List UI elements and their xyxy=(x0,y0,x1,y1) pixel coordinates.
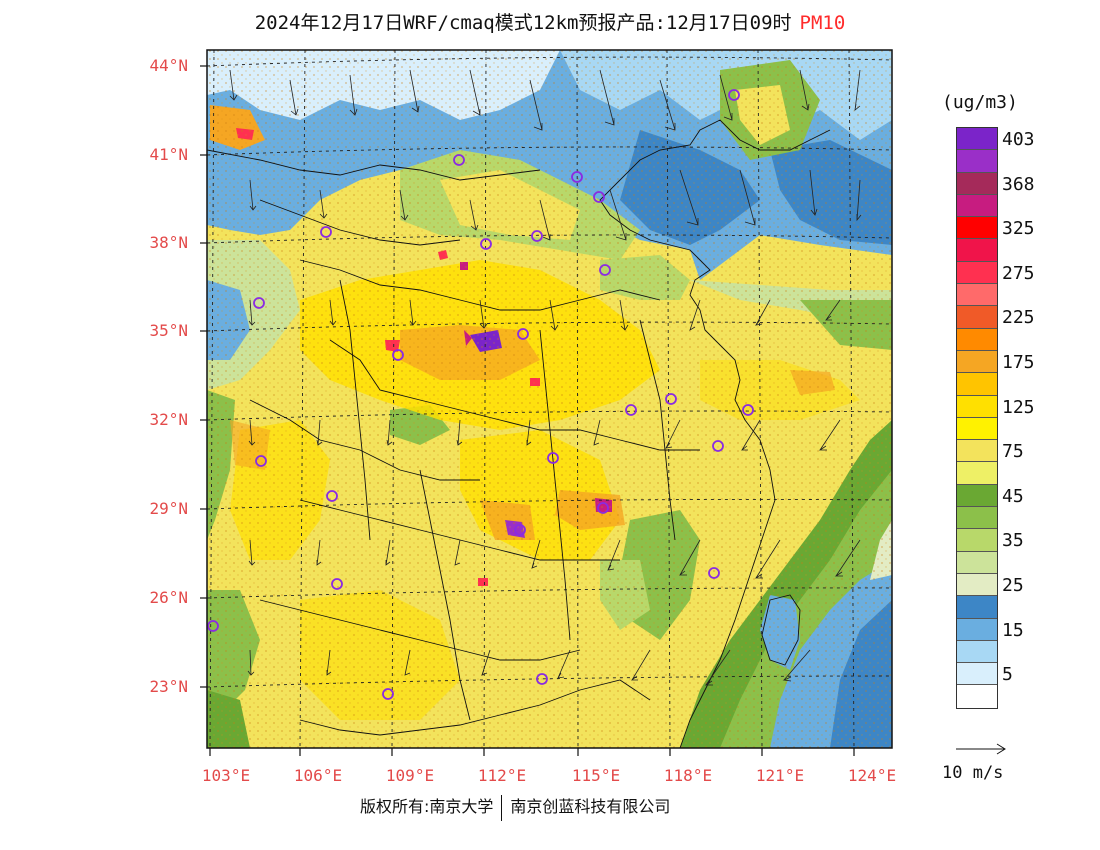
legend-swatch xyxy=(957,462,997,485)
map-frame xyxy=(206,49,893,749)
legend-swatch xyxy=(957,172,997,195)
legend-swatch xyxy=(957,685,997,708)
legend-label: 125 xyxy=(1002,396,1035,418)
lon-label-118e: 118°E xyxy=(663,766,713,785)
legend-swatch xyxy=(957,284,997,307)
legend-swatch xyxy=(957,417,997,441)
legend-swatch xyxy=(957,328,997,351)
lat-label-23n: 23°N xyxy=(149,677,188,696)
lat-label-26n: 26°N xyxy=(149,588,188,607)
wind-reference-label: 10 m/s xyxy=(942,763,1004,783)
legend-label: 5 xyxy=(1002,664,1013,686)
legend-label: 25 xyxy=(1002,575,1024,596)
legend-swatch xyxy=(957,194,997,218)
map-title: 2024年12月17日WRF/cmaq模式12km预报产品:12月17日09时 P… xyxy=(0,8,1100,35)
copyright-notice: 版权所有:南京大学 南京创蓝科技有限公司 xyxy=(360,793,670,821)
legend-swatch xyxy=(957,217,997,240)
legend-label: 15 xyxy=(1002,619,1024,641)
copyright-separator xyxy=(501,794,503,821)
lon-label-103e: 103°E xyxy=(201,766,251,785)
legend-swatch xyxy=(957,306,997,329)
legend-label: 368 xyxy=(1002,173,1035,195)
lat-label-32n: 32°N xyxy=(149,410,188,429)
lat-label-35n: 35°N xyxy=(149,321,188,340)
copyright-prefix: 版权所有:南京大学 xyxy=(360,797,494,816)
lon-label-106e: 106°E xyxy=(293,766,343,785)
concentration-field xyxy=(207,50,892,748)
legend-swatch xyxy=(957,618,997,641)
legend-label: 175 xyxy=(1002,352,1035,373)
legend-swatch xyxy=(957,640,997,664)
legend-swatch xyxy=(957,150,997,173)
lon-label-112e: 112°E xyxy=(477,766,527,785)
legend-swatch xyxy=(957,663,997,686)
legend-swatch xyxy=(957,484,997,508)
legend-label: 325 xyxy=(1002,218,1035,240)
legend-swatch xyxy=(957,128,997,151)
wind-vectors xyxy=(229,69,862,686)
wind-reference-arrow xyxy=(956,743,1006,755)
legend-label: 403 xyxy=(1002,129,1035,150)
legend-swatch xyxy=(957,507,997,530)
lat-label-38n: 38°N xyxy=(149,233,188,252)
copyright-company: 南京创蓝科技有限公司 xyxy=(510,797,671,816)
lon-label-121e: 121°E xyxy=(755,766,805,785)
legend-label: 275 xyxy=(1002,262,1035,284)
pollutant-label: PM10 xyxy=(799,12,846,34)
legend-swatch xyxy=(957,573,997,597)
axis-ticks xyxy=(200,65,855,756)
station-markers xyxy=(207,89,754,700)
lon-label-115e: 115°E xyxy=(571,766,621,785)
lat-label-29n: 29°N xyxy=(149,499,188,518)
lat-label-41n: 41°N xyxy=(149,145,188,164)
legend-swatch xyxy=(957,261,997,285)
lat-label-44n: 44°N xyxy=(149,56,188,75)
graticule xyxy=(207,50,892,748)
title-text: 2024年12月17日WRF/cmaq模式12km预报产品:12月17日09时 xyxy=(254,12,792,34)
legend-swatch xyxy=(957,395,997,418)
legend-swatch xyxy=(957,596,997,619)
legend-units: (ug/m3) xyxy=(942,92,1018,113)
legend-swatch xyxy=(957,440,997,463)
legend-label: 75 xyxy=(1002,441,1024,463)
legend-swatch xyxy=(957,551,997,574)
legend-swatch xyxy=(957,239,997,262)
legend-label: 35 xyxy=(1002,530,1024,552)
color-legend xyxy=(956,127,998,709)
lon-label-109e: 109°E xyxy=(385,766,435,785)
legend-swatch xyxy=(957,529,997,552)
lon-label-124e: 124°E xyxy=(847,766,897,785)
legend-swatch xyxy=(957,350,997,374)
legend-label: 45 xyxy=(1002,485,1024,507)
legend-label: 225 xyxy=(1002,307,1035,329)
legend-swatch xyxy=(957,373,997,396)
